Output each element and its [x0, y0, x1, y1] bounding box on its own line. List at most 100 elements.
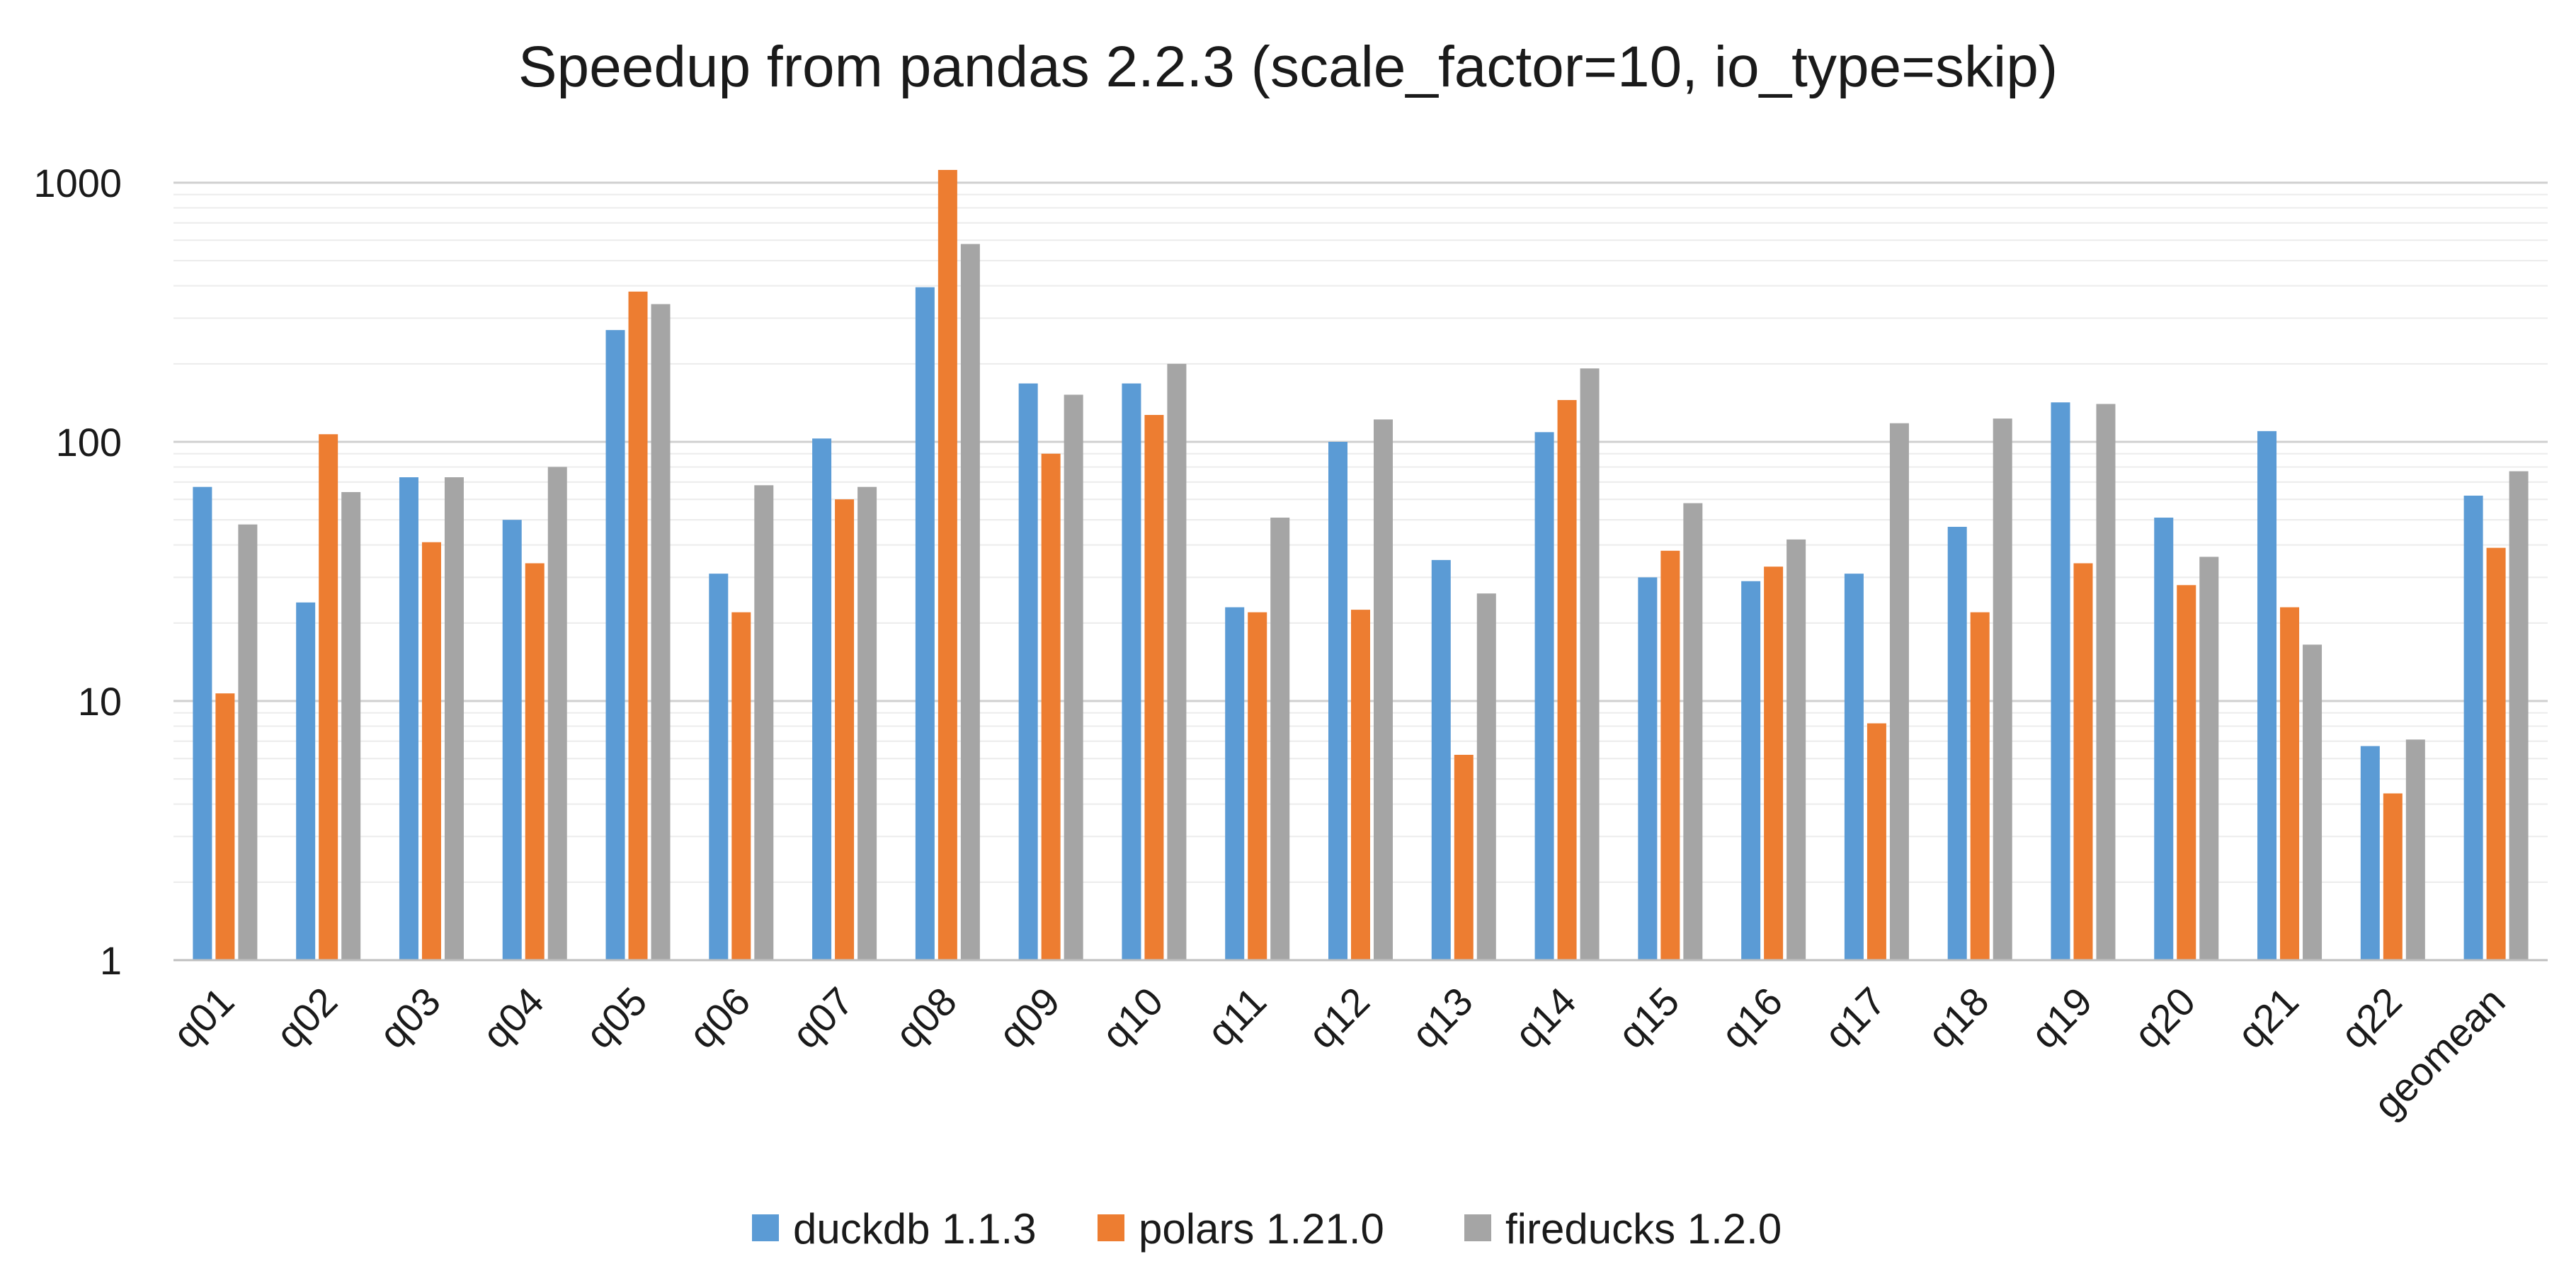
bar-polars-q15 — [1660, 550, 1680, 960]
y-tick-label: 10 — [78, 679, 122, 724]
x-tick-label: q19 — [2022, 979, 2101, 1057]
bar-fireducks-q01 — [238, 524, 258, 960]
bar-duckdb-q20 — [2154, 518, 2174, 960]
x-tick-label: q11 — [1199, 979, 1275, 1055]
x-tick-label: q06 — [680, 979, 759, 1057]
bar-polars-q01 — [215, 693, 235, 960]
bar-duckdb-q22 — [2360, 746, 2380, 960]
x-tick-label: q16 — [1712, 979, 1791, 1057]
x-tick-label: q05 — [577, 979, 656, 1057]
bar-duckdb-q11 — [1225, 607, 1245, 960]
bar-polars-q18 — [1970, 612, 1990, 960]
y-tick-label: 1 — [100, 938, 122, 983]
x-tick-label: q03 — [370, 979, 449, 1057]
bar-polars-q11 — [1248, 612, 1267, 960]
bar-duckdb-q10 — [1122, 383, 1141, 960]
chart-title: Speedup from pandas 2.2.3 (scale_factor=… — [518, 35, 2058, 99]
x-tick-label: q08 — [887, 979, 965, 1057]
bar-duckdb-q13 — [1431, 559, 1451, 960]
legend-label: fireducks 1.2.0 — [1505, 1205, 1782, 1253]
bar-fireducks-q14 — [1580, 368, 1600, 960]
bar-duckdb-q19 — [2051, 402, 2070, 960]
bar-polars-q02 — [319, 434, 338, 960]
x-tick-label: q18 — [1919, 979, 1997, 1057]
x-tick-label: q01 — [164, 979, 243, 1057]
x-tick-label: q12 — [1299, 979, 1378, 1057]
x-tick-label: q17 — [1816, 979, 1894, 1057]
bar-duckdb-q17 — [1844, 574, 1864, 960]
bar-duckdb-q07 — [812, 438, 832, 960]
bar-fireducks-q13 — [1476, 593, 1496, 960]
bar-duckdb-q01 — [193, 486, 212, 960]
grid-lines — [173, 181, 2548, 962]
x-tick-label: q07 — [783, 979, 862, 1057]
bar-fireducks-q09 — [1064, 394, 1083, 960]
bar-fireducks-q12 — [1374, 419, 1393, 960]
x-tick-label: q02 — [268, 979, 346, 1057]
x-tick-label: q04 — [474, 979, 552, 1057]
bar-duckdb-q09 — [1018, 383, 1038, 960]
x-tick-label: q20 — [2126, 979, 2204, 1057]
bar-fireducks-q11 — [1270, 518, 1290, 960]
bar-fireducks-q19 — [2096, 404, 2116, 960]
bar-polars-q16 — [1764, 566, 1784, 960]
legend-swatch — [1464, 1214, 1491, 1241]
bar-fireducks-q03 — [444, 477, 464, 960]
bar-polars-geomean — [2486, 547, 2506, 960]
bar-fireducks-q21 — [2303, 644, 2323, 960]
bar-polars-q09 — [1041, 453, 1061, 960]
bar-polars-q03 — [421, 542, 441, 960]
bar-fireducks-geomean — [2509, 471, 2529, 960]
bar-fireducks-q16 — [1786, 539, 1806, 960]
bar-fireducks-q08 — [960, 244, 980, 961]
x-tick-label: q22 — [2332, 979, 2410, 1057]
bar-duckdb-q02 — [296, 602, 316, 960]
x-tick-label: q21 — [2228, 979, 2307, 1057]
legend-swatch — [752, 1214, 779, 1241]
legend: duckdb 1.1.3 polars 1.21.0 fireducks 1.2.0 — [752, 1205, 1782, 1253]
bar-duckdb-q12 — [1328, 442, 1347, 960]
bar-duckdb-q06 — [709, 574, 729, 960]
bar-polars-q05 — [628, 291, 648, 960]
bar-polars-q08 — [937, 169, 957, 960]
bar-polars-q12 — [1351, 610, 1370, 960]
bar-fireducks-q18 — [1993, 418, 2012, 960]
bar-polars-q10 — [1144, 415, 1164, 960]
bar-fireducks-q04 — [547, 467, 567, 960]
bar-polars-q07 — [835, 499, 855, 960]
x-tick-label: q10 — [1093, 979, 1172, 1057]
bars — [193, 169, 2529, 961]
bar-duckdb-q14 — [1534, 432, 1554, 960]
bar-fireducks-q07 — [857, 486, 877, 960]
x-tick-label: q09 — [990, 979, 1068, 1057]
bar-polars-q14 — [1557, 399, 1577, 960]
bar-duckdb-q16 — [1741, 581, 1761, 960]
bar-polars-q17 — [1867, 723, 1886, 960]
bar-polars-q13 — [1454, 754, 1474, 960]
bar-fireducks-q05 — [651, 304, 671, 960]
bar-duckdb-q05 — [605, 330, 625, 960]
bar-polars-q19 — [2073, 563, 2093, 960]
bar-duckdb-q03 — [399, 477, 418, 960]
bar-fireducks-q17 — [1889, 423, 1909, 960]
x-tick-label: q13 — [1403, 979, 1481, 1057]
bar-polars-q20 — [2177, 585, 2196, 960]
x-axis: q01 q02 q03 q04 q05 q06 q07 q08 q09 q10 q11 q12 q13 q… — [164, 959, 2548, 1127]
bar-duckdb-q08 — [915, 287, 935, 960]
bar-fireducks-q06 — [754, 485, 774, 960]
bar-fireducks-q22 — [2405, 739, 2425, 960]
x-tick-label: q14 — [1506, 979, 1585, 1057]
y-tick-label: 1000 — [33, 161, 122, 205]
bar-duckdb-q21 — [2257, 431, 2277, 960]
y-tick-label: 100 — [56, 420, 122, 465]
bar-polars-q04 — [525, 563, 545, 960]
legend-swatch — [1098, 1214, 1124, 1241]
bar-fireducks-q10 — [1167, 363, 1187, 960]
legend-label: polars 1.21.0 — [1139, 1205, 1384, 1253]
bar-fireducks-q15 — [1683, 503, 1703, 960]
x-tick-label: q15 — [1609, 979, 1688, 1057]
bar-polars-q06 — [731, 612, 751, 960]
bar-polars-q22 — [2383, 793, 2403, 960]
